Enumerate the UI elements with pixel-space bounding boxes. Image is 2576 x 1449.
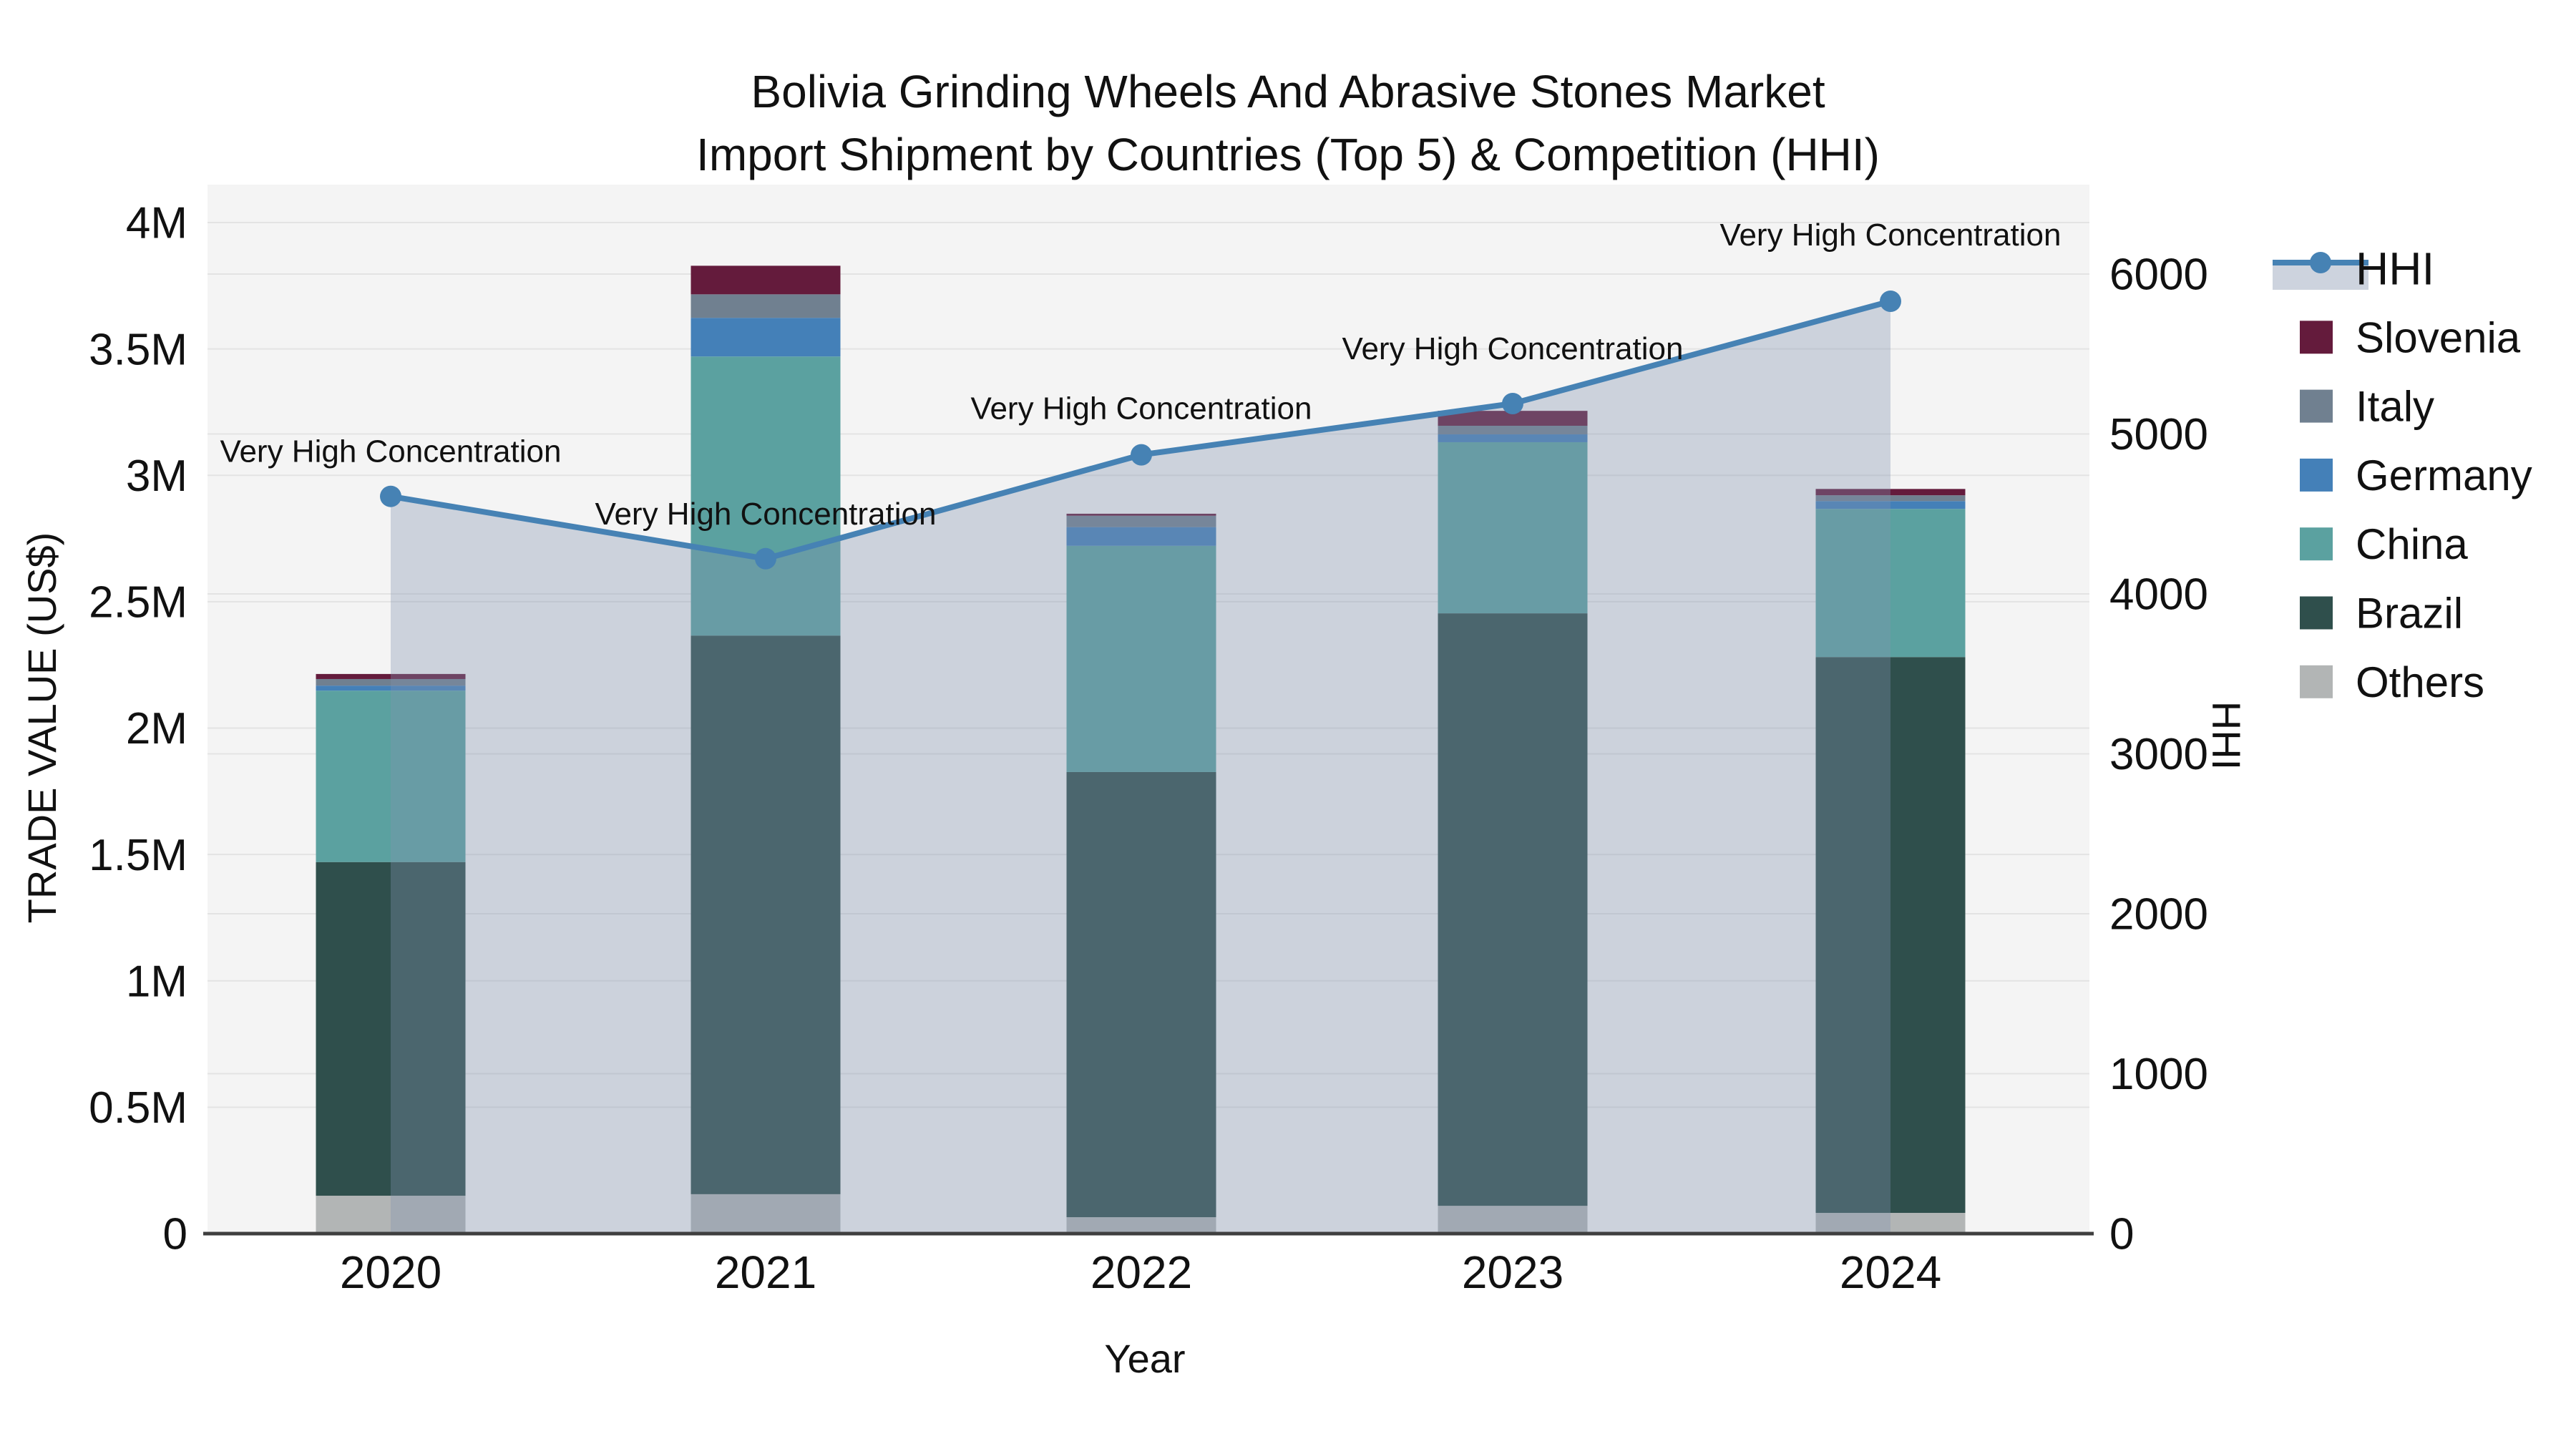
x-tick-2024: 2024 (1840, 1246, 1941, 1298)
hhi-marker-2020[interactable] (380, 485, 401, 507)
y-right-tick-6000: 6000 (2109, 250, 2208, 300)
bar-segment-slovenia-2020[interactable] (316, 673, 466, 679)
chart-title-line2: Import Shipment by Countries (Top 5) & C… (696, 129, 1880, 180)
legend-item-slovenia[interactable]: Slovenia (2300, 313, 2521, 361)
y-left-tick-2M: 2M (126, 704, 187, 753)
y-left-tick-3.5M: 3.5M (89, 325, 187, 374)
hhi-marker-2024[interactable] (1880, 291, 1901, 312)
title-group: Bolivia Grinding Wheels And Abrasive Sto… (696, 66, 1880, 180)
bar-segment-brazil-2022[interactable] (1066, 771, 1216, 1218)
bar-segment-china-2021[interactable] (691, 356, 841, 636)
axis-titles: TRADE VALUE (US$) HHI Year (19, 532, 2249, 1381)
x-tick-2022: 2022 (1091, 1246, 1192, 1298)
bar-segment-brazil-2021[interactable] (691, 635, 841, 1194)
legend-label-others: Others (2356, 658, 2484, 706)
annotation-2022: Very High Concentration (971, 391, 1312, 426)
x-tick-2020: 2020 (340, 1246, 441, 1298)
legend-label-china: China (2356, 520, 2468, 568)
legend-swatch-brazil (2300, 596, 2333, 630)
bar-segment-italy-2022[interactable] (1066, 515, 1216, 527)
bar-segment-germany-2020[interactable] (316, 686, 466, 691)
bar-segment-italy-2024[interactable] (1815, 495, 1966, 502)
legend-swatch-china (2300, 527, 2333, 561)
bar-segment-china-2020[interactable] (316, 691, 466, 862)
bar-segment-brazil-2020[interactable] (316, 862, 466, 1196)
x-axis-title: Year (1104, 1336, 1185, 1381)
y-right-tick-0: 0 (2109, 1210, 2134, 1259)
bar-segment-brazil-2023[interactable] (1438, 613, 1588, 1206)
x-tick-2023: 2023 (1462, 1246, 1563, 1298)
bar-segment-germany-2024[interactable] (1815, 501, 1966, 509)
bar-segment-china-2022[interactable] (1066, 545, 1216, 772)
legend-item-hhi[interactable]: HHI (2273, 243, 2434, 294)
y-right-axis-title: HHI (2204, 701, 2249, 770)
chart-title-line1: Bolivia Grinding Wheels And Abrasive Sto… (751, 66, 1825, 117)
y-right-tick-3000: 3000 (2109, 730, 2208, 779)
bar-segment-slovenia-2021[interactable] (691, 265, 841, 295)
annotation-2020: Very High Concentration (220, 434, 562, 469)
hhi-marker-2022[interactable] (1131, 444, 1152, 466)
x-tick-2021: 2021 (715, 1246, 816, 1298)
bar-segment-others-2020[interactable] (316, 1196, 466, 1234)
legend-label-slovenia: Slovenia (2356, 313, 2521, 361)
legend-swatch-germany (2300, 458, 2333, 492)
bar-segment-germany-2022[interactable] (1066, 527, 1216, 546)
legend-hhi-marker-swatch (2310, 252, 2331, 273)
bar-segment-others-2022[interactable] (1066, 1217, 1216, 1234)
legend-swatch-italy (2300, 389, 2333, 423)
legend-item-germany[interactable]: Germany (2300, 452, 2532, 499)
legend-label-germany: Germany (2356, 452, 2532, 499)
y-right-tick-5000: 5000 (2109, 410, 2208, 459)
y-right-tick-1000: 1000 (2109, 1050, 2208, 1099)
y-left-tick-0: 0 (163, 1210, 187, 1259)
y-left-tick-4M: 4M (126, 199, 187, 248)
legend-item-others[interactable]: Others (2300, 658, 2484, 706)
bar-segment-germany-2021[interactable] (691, 318, 841, 357)
legend-label-italy: Italy (2356, 383, 2434, 431)
annotation-2024: Very High Concentration (1720, 218, 2062, 253)
bar-segment-others-2024[interactable] (1815, 1213, 1966, 1234)
y-left-tick-2.5M: 2.5M (89, 578, 187, 628)
hhi-marker-2021[interactable] (755, 547, 776, 570)
legend-swatch-slovenia (2300, 321, 2333, 354)
plot-area: Very High Concentration Very High Concent… (89, 185, 2208, 1298)
bar-segment-italy-2021[interactable] (691, 294, 841, 318)
bar-segment-china-2024[interactable] (1815, 509, 1966, 658)
annotation-2023: Very High Concentration (1342, 331, 1684, 366)
y-left-tick-3M: 3M (126, 452, 187, 501)
hhi-area-fill (391, 301, 1890, 1234)
y-left-tick-1M: 1M (126, 957, 187, 1006)
hhi-marker-2023[interactable] (1502, 393, 1523, 414)
legend-label-hhi: HHI (2356, 243, 2434, 294)
legend: HHI Slovenia Italy Germany China Brazil Others (2273, 243, 2532, 706)
y-left-tick-1.5M: 1.5M (89, 831, 187, 880)
bar-segment-china-2023[interactable] (1438, 441, 1588, 614)
bar-segment-italy-2023[interactable] (1438, 426, 1588, 435)
bar-segment-brazil-2024[interactable] (1815, 657, 1966, 1214)
annotation-2021: Very High Concentration (595, 497, 937, 532)
bar-segment-others-2021[interactable] (691, 1194, 841, 1234)
legend-item-china[interactable]: China (2300, 520, 2468, 568)
legend-swatch-others (2300, 665, 2333, 698)
legend-item-brazil[interactable]: Brazil (2300, 590, 2463, 638)
bar-segment-others-2023[interactable] (1438, 1206, 1588, 1234)
bar-segment-slovenia-2022[interactable] (1066, 513, 1216, 516)
y-left-tick-0.5M: 0.5M (89, 1083, 187, 1133)
bar-segment-germany-2023[interactable] (1438, 434, 1588, 442)
y-right-tick-4000: 4000 (2109, 570, 2208, 620)
legend-label-brazil: Brazil (2356, 590, 2463, 638)
y-left-axis-title: TRADE VALUE (US$) (19, 532, 64, 924)
bar-segment-slovenia-2024[interactable] (1815, 489, 1966, 496)
y-right-tick-2000: 2000 (2109, 890, 2208, 940)
bar-segment-slovenia-2023[interactable] (1438, 411, 1588, 426)
legend-item-italy[interactable]: Italy (2300, 383, 2434, 431)
bar-segment-italy-2020[interactable] (316, 678, 466, 686)
